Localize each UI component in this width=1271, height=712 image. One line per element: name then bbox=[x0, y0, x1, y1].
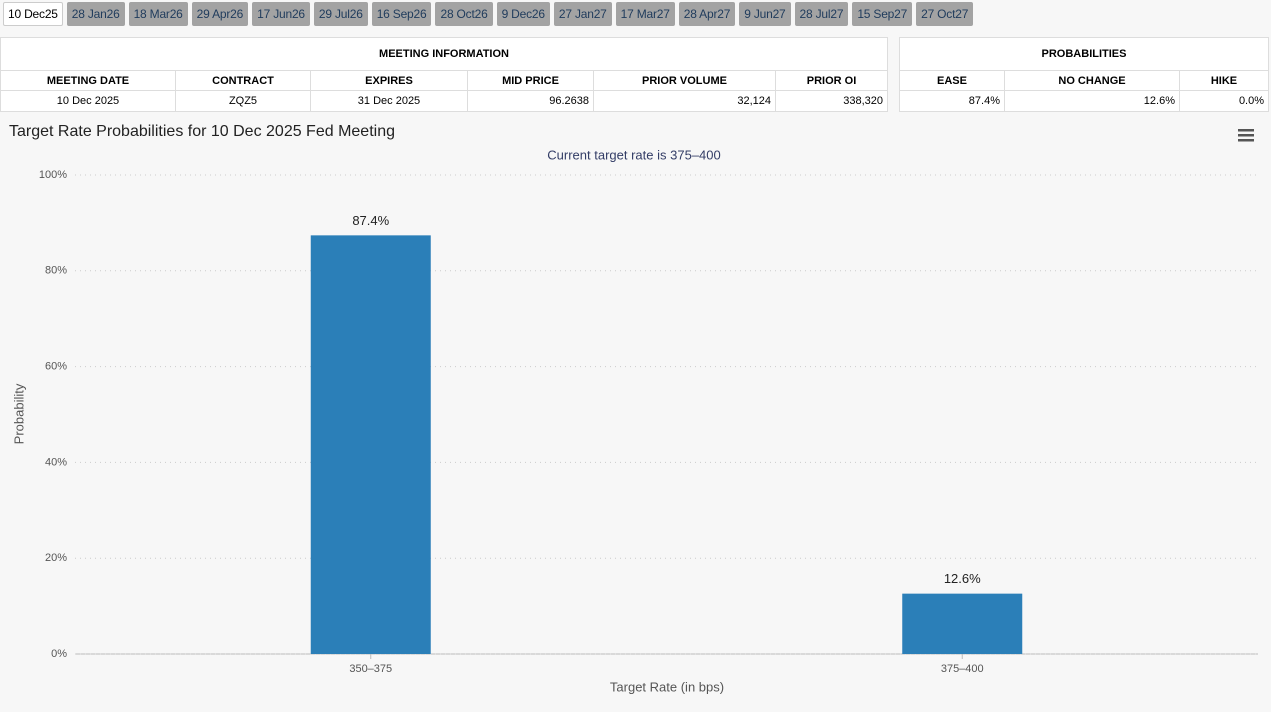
meeting-tab[interactable]: 29 Jul26 bbox=[313, 2, 368, 26]
column-header: PRIOR OI bbox=[774, 70, 889, 91]
meeting-tab[interactable]: 18 Mar26 bbox=[128, 2, 188, 26]
probabilities-table: PROBABILITIES EASE NO CHANGE HIKE 87.4% 12.6… bbox=[898, 37, 1270, 112]
table-cell: ZQZ5 bbox=[175, 90, 311, 112]
meeting-tab[interactable]: 17 Jun26 bbox=[252, 2, 310, 26]
column-header: EXPIRES bbox=[310, 70, 468, 91]
column-header: EASE bbox=[899, 70, 1005, 91]
x-tick-label: 350–375 bbox=[349, 663, 392, 675]
meeting-tab[interactable]: 27 Oct27 bbox=[916, 2, 974, 26]
chart-title: Target Rate Probabilities for 10 Dec 202… bbox=[9, 123, 395, 140]
table-cell: 0.0% bbox=[1178, 90, 1270, 112]
table-cell: 96.2638 bbox=[467, 90, 594, 112]
table-title: PROBABILITIES bbox=[898, 37, 1270, 71]
meeting-tab[interactable]: 16 Sep26 bbox=[371, 2, 432, 26]
column-header: PRIOR VOLUME bbox=[593, 70, 776, 91]
y-tick-label: 40% bbox=[45, 456, 67, 468]
tab-bar: 10 Dec25 28 Jan26 18 Mar26 29 Apr26 17 Jun26… bbox=[3, 2, 974, 26]
y-tick-label: 20% bbox=[45, 552, 67, 564]
x-tick-label: 375–400 bbox=[941, 663, 984, 675]
table-cell: 12.6% bbox=[1004, 90, 1180, 112]
meeting-tab[interactable]: 10 Dec25 bbox=[3, 2, 63, 26]
column-header: MID PRICE bbox=[467, 70, 594, 91]
meeting-tab[interactable]: 28 Jul27 bbox=[794, 2, 849, 26]
y-tick-label: 0% bbox=[51, 648, 67, 660]
meeting-tab[interactable]: 28 Oct26 bbox=[435, 2, 493, 26]
meeting-tab[interactable]: 29 Apr26 bbox=[191, 2, 249, 26]
meeting-tab[interactable]: 28 Apr27 bbox=[678, 2, 736, 26]
y-tick-label: 100% bbox=[39, 169, 67, 181]
y-tick-label: 80% bbox=[45, 265, 67, 277]
meeting-tab[interactable]: 28 Jan26 bbox=[66, 2, 125, 26]
meeting-tab[interactable]: 9 Jun27 bbox=[739, 2, 791, 26]
bar bbox=[310, 235, 431, 654]
chart: Target Rate Probabilities for 10 Dec 202… bbox=[9, 123, 1258, 694]
column-header: HIKE bbox=[1178, 70, 1270, 91]
meeting-tab[interactable]: 17 Mar27 bbox=[615, 2, 675, 26]
x-axis-label: Target Rate (in bps) bbox=[610, 679, 724, 694]
table-cell: 32,124 bbox=[593, 90, 776, 112]
chart-subtitle: Current target rate is 375–400 bbox=[547, 147, 720, 162]
menu-icon[interactable] bbox=[1238, 129, 1254, 142]
column-header: CONTRACT bbox=[175, 70, 311, 91]
table-cell: 10 Dec 2025 bbox=[0, 90, 176, 112]
y-tick-label: 60% bbox=[45, 361, 67, 373]
meeting-tab[interactable]: 9 Dec26 bbox=[496, 2, 550, 26]
table-cell: 338,320 bbox=[774, 90, 889, 112]
data-label: 87.4% bbox=[352, 213, 389, 228]
column-header: NO CHANGE bbox=[1004, 70, 1180, 91]
meeting-information-table: MEETING INFORMATION MEETING DATE CONTRACT… bbox=[0, 37, 889, 112]
table-title: MEETING INFORMATION bbox=[0, 37, 889, 71]
meeting-tab[interactable]: 27 Jan27 bbox=[553, 2, 612, 26]
meeting-tab[interactable]: 15 Sep27 bbox=[852, 2, 913, 26]
y-axis-label: Probability bbox=[11, 383, 26, 444]
column-header: MEETING DATE bbox=[0, 70, 176, 91]
table-cell: 31 Dec 2025 bbox=[310, 90, 468, 112]
data-label: 12.6% bbox=[944, 571, 981, 586]
table-cell: 87.4% bbox=[899, 90, 1005, 112]
bar bbox=[902, 593, 1023, 654]
